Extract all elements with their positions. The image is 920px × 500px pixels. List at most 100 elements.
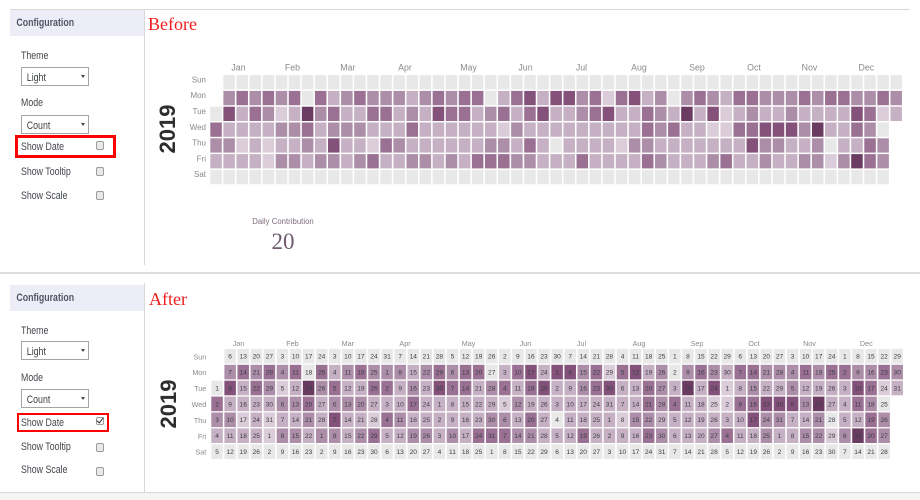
svg-text:6: 6 bbox=[843, 433, 847, 440]
svg-text:23: 23 bbox=[763, 401, 771, 408]
svg-text:31: 31 bbox=[488, 433, 496, 440]
svg-text:11: 11 bbox=[802, 370, 809, 377]
svg-text:18: 18 bbox=[645, 354, 653, 361]
svg-text:4: 4 bbox=[385, 417, 389, 424]
svg-text:29: 29 bbox=[540, 449, 548, 456]
svg-text:15: 15 bbox=[410, 370, 418, 377]
svg-text:Tue: Tue bbox=[193, 107, 207, 116]
svg-text:3: 3 bbox=[438, 433, 442, 440]
svg-text:27: 27 bbox=[488, 370, 496, 377]
svg-text:1: 1 bbox=[555, 370, 559, 377]
svg-text:7: 7 bbox=[333, 417, 337, 424]
svg-text:Jun: Jun bbox=[520, 339, 532, 348]
svg-text:25: 25 bbox=[370, 370, 378, 377]
svg-text:26: 26 bbox=[540, 401, 548, 408]
svg-text:14: 14 bbox=[750, 370, 758, 377]
svg-text:4: 4 bbox=[438, 449, 442, 456]
svg-text:21: 21 bbox=[645, 401, 653, 408]
svg-text:1: 1 bbox=[215, 385, 219, 392]
svg-text:29: 29 bbox=[894, 354, 902, 361]
svg-text:29: 29 bbox=[370, 433, 378, 440]
svg-text:Jan: Jan bbox=[231, 62, 245, 72]
svg-text:16: 16 bbox=[802, 449, 810, 456]
svg-text:16: 16 bbox=[527, 354, 535, 361]
svg-text:23: 23 bbox=[305, 449, 313, 456]
svg-text:Nov: Nov bbox=[802, 62, 818, 72]
svg-text:9: 9 bbox=[686, 370, 690, 377]
svg-text:27: 27 bbox=[423, 449, 431, 456]
svg-text:16: 16 bbox=[240, 401, 248, 408]
svg-text:Jul: Jul bbox=[576, 62, 587, 72]
svg-text:Apr: Apr bbox=[398, 62, 412, 72]
svg-text:23: 23 bbox=[815, 449, 823, 456]
svg-text:10: 10 bbox=[292, 354, 300, 361]
svg-text:5: 5 bbox=[215, 449, 219, 456]
svg-text:21: 21 bbox=[867, 449, 875, 456]
svg-text:Jan: Jan bbox=[233, 339, 245, 348]
svg-text:14: 14 bbox=[632, 401, 640, 408]
svg-text:14: 14 bbox=[462, 385, 470, 392]
svg-text:Jun: Jun bbox=[518, 62, 532, 72]
svg-text:5: 5 bbox=[725, 449, 729, 456]
svg-text:20: 20 bbox=[410, 449, 418, 456]
svg-text:18: 18 bbox=[815, 370, 823, 377]
svg-text:27: 27 bbox=[880, 433, 888, 440]
svg-text:24: 24 bbox=[318, 354, 326, 361]
svg-text:11: 11 bbox=[227, 433, 234, 440]
svg-text:1: 1 bbox=[843, 354, 847, 361]
svg-text:1: 1 bbox=[385, 370, 389, 377]
svg-text:25: 25 bbox=[828, 370, 836, 377]
svg-text:20: 20 bbox=[697, 433, 705, 440]
svg-text:22: 22 bbox=[763, 385, 771, 392]
svg-text:29: 29 bbox=[776, 385, 784, 392]
svg-text:28: 28 bbox=[318, 417, 326, 424]
svg-text:9: 9 bbox=[516, 354, 520, 361]
svg-text:22: 22 bbox=[815, 433, 823, 440]
svg-text:11: 11 bbox=[855, 401, 862, 408]
svg-text:1: 1 bbox=[608, 417, 612, 424]
svg-text:21: 21 bbox=[763, 370, 771, 377]
svg-text:30: 30 bbox=[894, 370, 902, 377]
svg-text:11: 11 bbox=[397, 417, 404, 424]
svg-text:20: 20 bbox=[580, 449, 588, 456]
svg-text:11: 11 bbox=[567, 417, 574, 424]
svg-text:12: 12 bbox=[854, 417, 862, 424]
svg-text:28: 28 bbox=[828, 417, 836, 424]
svg-text:3: 3 bbox=[673, 385, 677, 392]
svg-text:Sep: Sep bbox=[691, 339, 704, 348]
svg-text:8: 8 bbox=[686, 354, 690, 361]
svg-text:24: 24 bbox=[828, 354, 836, 361]
svg-text:30: 30 bbox=[370, 449, 378, 456]
svg-text:1: 1 bbox=[778, 433, 782, 440]
svg-text:22: 22 bbox=[710, 354, 718, 361]
svg-text:4: 4 bbox=[333, 370, 337, 377]
svg-text:21: 21 bbox=[527, 433, 535, 440]
svg-text:17: 17 bbox=[632, 449, 640, 456]
svg-text:10: 10 bbox=[854, 385, 862, 392]
svg-text:18: 18 bbox=[697, 401, 705, 408]
svg-text:14: 14 bbox=[580, 354, 588, 361]
svg-text:29: 29 bbox=[266, 385, 274, 392]
svg-text:27: 27 bbox=[710, 433, 718, 440]
svg-text:11: 11 bbox=[685, 401, 692, 408]
svg-text:13: 13 bbox=[567, 449, 575, 456]
svg-text:8: 8 bbox=[568, 370, 572, 377]
svg-text:26: 26 bbox=[488, 354, 496, 361]
svg-text:27: 27 bbox=[540, 417, 548, 424]
svg-text:26: 26 bbox=[880, 417, 888, 424]
svg-text:14: 14 bbox=[802, 417, 810, 424]
svg-text:17: 17 bbox=[867, 385, 875, 392]
svg-text:24: 24 bbox=[370, 354, 378, 361]
svg-text:16: 16 bbox=[750, 401, 758, 408]
svg-text:7: 7 bbox=[673, 449, 677, 456]
svg-text:25: 25 bbox=[593, 417, 601, 424]
svg-text:5: 5 bbox=[503, 401, 507, 408]
svg-text:3: 3 bbox=[333, 354, 337, 361]
svg-text:26: 26 bbox=[318, 385, 326, 392]
svg-text:19: 19 bbox=[645, 370, 653, 377]
svg-text:10: 10 bbox=[737, 417, 745, 424]
svg-text:15: 15 bbox=[697, 354, 705, 361]
svg-text:30: 30 bbox=[266, 401, 274, 408]
svg-text:25: 25 bbox=[710, 401, 718, 408]
svg-text:12: 12 bbox=[567, 433, 575, 440]
